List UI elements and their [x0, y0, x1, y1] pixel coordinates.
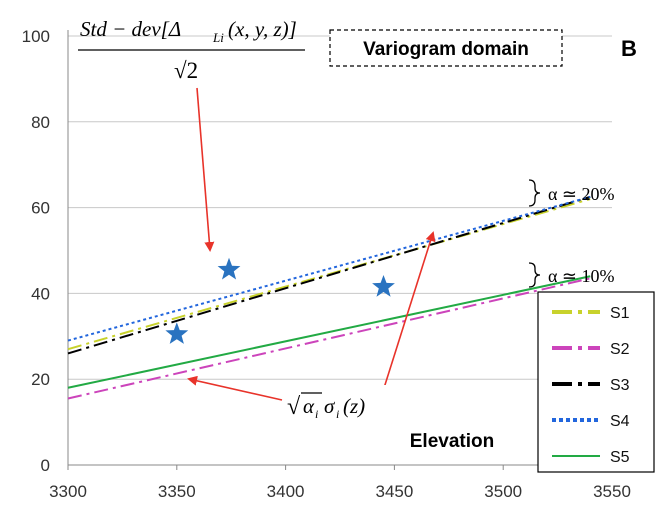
star-marker [372, 275, 395, 297]
arrow-to-lower-lines [187, 375, 283, 401]
legend-label-s1: S1 [610, 305, 630, 322]
x-tick-label: 3300 [49, 482, 87, 501]
series-lines [67, 195, 591, 400]
x-tick-label: 3500 [484, 482, 522, 501]
formula-bottom-alpha: α [303, 394, 315, 418]
legend-label-s3: S3 [610, 377, 630, 394]
x-tick-label: 3350 [158, 482, 196, 501]
formula-bottom-root: √ [287, 394, 301, 420]
y-tick-label: 60 [31, 199, 50, 218]
formula-top-numerator: Std − dev[Δ [80, 17, 181, 41]
panel-label: B [621, 36, 637, 61]
formula-top: Std − dev[Δ Li (x, y, z)] √2 [78, 17, 305, 83]
y-tick-label: 40 [31, 284, 50, 303]
domain-label: Variogram domain [363, 39, 529, 60]
domain-box [329, 29, 563, 67]
x-tick-label: 3450 [375, 482, 413, 501]
star-marker [165, 322, 189, 344]
formula-bottom-sigma: σ [324, 394, 336, 418]
formula-bottom-sub2: i [336, 407, 339, 421]
arrow-to-star [196, 87, 215, 252]
legend: S1 S2 S3 S4 S5 [537, 291, 655, 473]
series-line-s5 [67, 275, 591, 389]
formula-bottom-suffix: (z) [343, 394, 365, 418]
elevation-label: Elevation [410, 431, 494, 452]
series-line-s1 [67, 198, 591, 351]
formula-top-subscript: Li [212, 30, 224, 45]
y-tick-label: 0 [41, 456, 50, 475]
star-marker [217, 257, 241, 280]
legend-label-s4: S4 [610, 413, 630, 430]
formula-top-args: (x, y, z)] [228, 17, 297, 41]
series-line-s3 [67, 195, 591, 355]
bracket-20: α ≃ 20% [528, 179, 615, 207]
x-tick-label: 3550 [593, 482, 631, 501]
series-line-s2 [67, 277, 591, 400]
y-tick-label: 20 [31, 370, 50, 389]
arrows [187, 87, 436, 401]
formula-top-denominator: √2 [174, 58, 198, 83]
formula-bottom: √ α i σ i (z) [284, 385, 392, 423]
y-tick-label: 80 [31, 113, 50, 132]
bracket-10-label: α ≃ 10% [548, 266, 615, 286]
series-line-s4 [67, 195, 591, 342]
axis-ticks: 0 20 40 60 80 100 3300 3350 3400 3450 3500 3550 [22, 27, 631, 501]
legend-label-s2: S2 [610, 341, 630, 358]
arrow-to-upper-lines [383, 231, 436, 389]
legend-label-s5: S5 [610, 449, 630, 466]
x-tick-label: 3400 [267, 482, 305, 501]
bracket-20-label: α ≃ 20% [548, 184, 615, 204]
stars [165, 257, 395, 344]
formula-bottom-sub1: i [315, 407, 318, 421]
bracket-10: α ≃ 10% [528, 262, 615, 288]
y-tick-label: 100 [22, 27, 50, 46]
